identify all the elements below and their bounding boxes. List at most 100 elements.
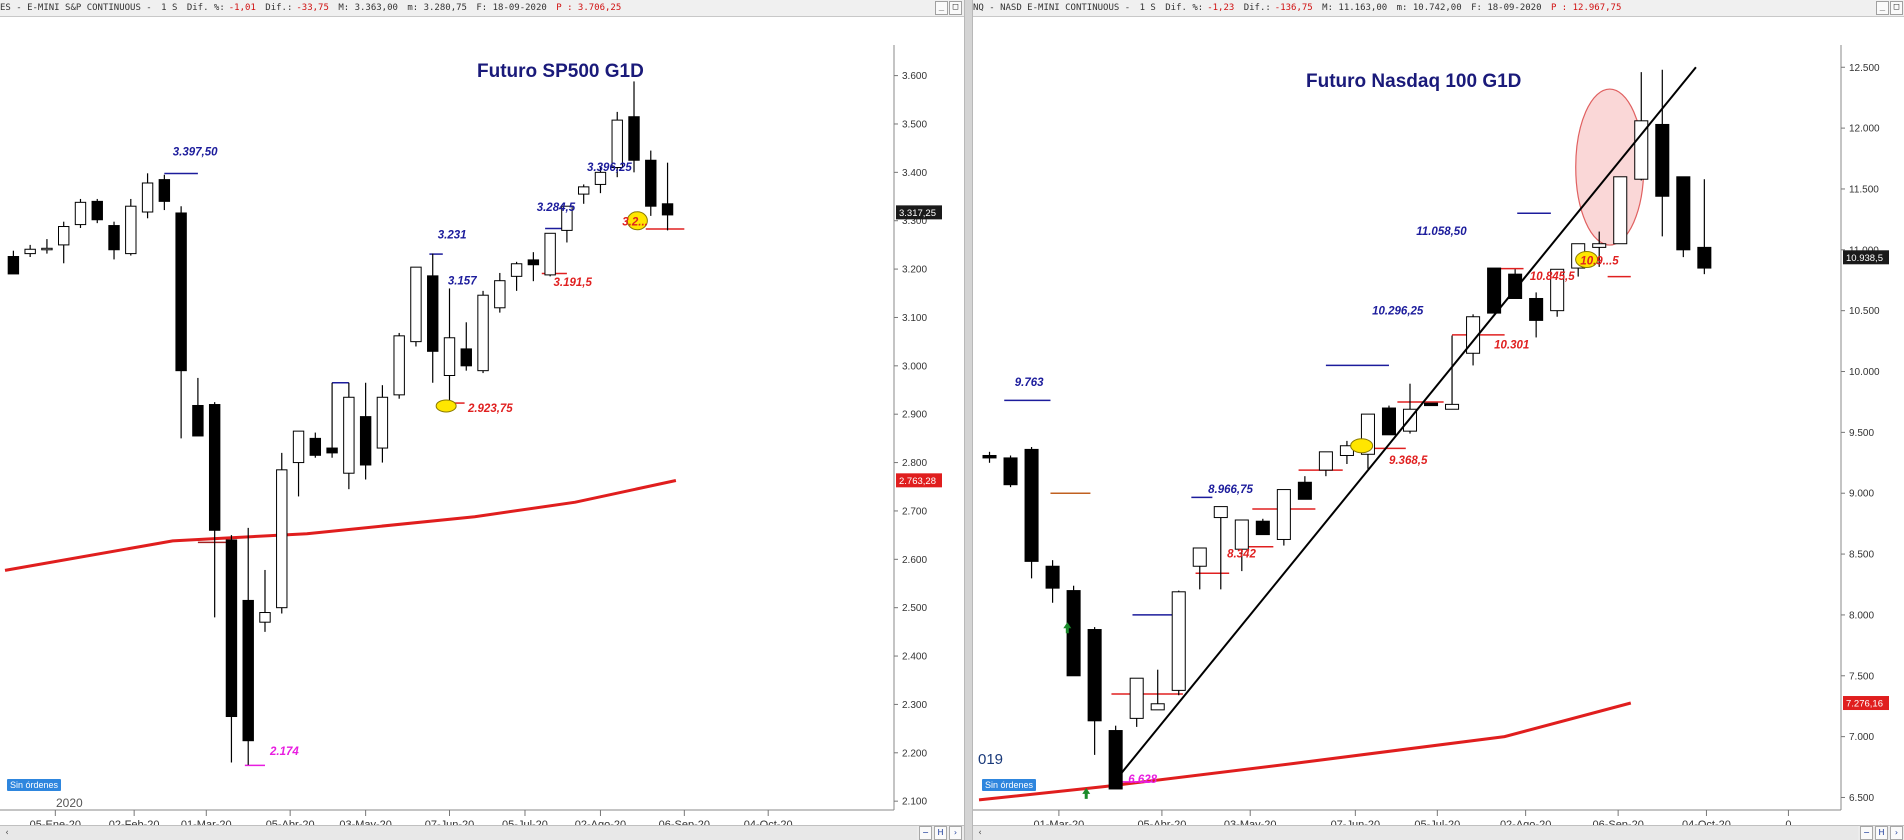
chart-header: ES - E-MINI S&P CONTINUOUS - 1 S Dif. %:… <box>0 0 964 17</box>
candle-down <box>1655 123 1670 197</box>
price-annotation: 8.342 <box>1227 549 1256 561</box>
candle-up <box>611 119 623 169</box>
price-tag-label: 2.763,28 <box>899 476 936 487</box>
sp500-candlestick-chart[interactable]: 2.100 2.200 2.300 2.400 2.500 2.600 2.700 2.800… <box>0 0 964 840</box>
price-tag-label: 10.938,5 <box>1846 253 1883 264</box>
chart-title: Futuro Nasdaq 100 G1D <box>1306 71 1521 92</box>
maximize-button[interactable]: □ <box>1890 1 1903 15</box>
date-value: F: 18-09-2020 <box>1471 3 1542 13</box>
y-tick-label: 7.000 <box>1849 732 1874 743</box>
symbol-label: NQ - NASD E-MINI CONTINUOUS - <box>973 3 1131 13</box>
zoom-out-icon[interactable]: − <box>919 826 932 840</box>
price-annotation: 3.191,5 <box>553 277 592 289</box>
price-tag-label: 3.317,25 <box>899 208 936 219</box>
y-tick-label: 2.100 <box>902 797 927 808</box>
price-annotation: 3.396,25 <box>587 162 632 174</box>
candle-down <box>1424 402 1439 407</box>
chart-corner-tools: − H › <box>1858 826 1904 840</box>
maximize-button[interactable]: □ <box>949 1 962 15</box>
dif-pct-value: -1,01 <box>228 3 256 13</box>
orders-button[interactable]: Sin órdenes <box>982 779 1037 791</box>
candle-down <box>460 348 472 367</box>
candle-down <box>225 539 238 718</box>
candle-up <box>510 263 523 277</box>
price-annotation: 6.628 <box>1128 774 1157 786</box>
chart-title: Futuro SP500 G1D <box>477 61 644 82</box>
scroll-right-icon[interactable]: › <box>1890 826 1903 840</box>
candle-up <box>1276 489 1291 540</box>
max-value: M: 11.163,00 <box>1322 3 1388 13</box>
candle-up <box>477 294 489 372</box>
year-label: 2020 <box>56 796 83 810</box>
candle-down <box>645 159 657 207</box>
horizontal-scrollbar[interactable]: ‹ <box>973 825 1904 840</box>
y-tick-label: 12.500 <box>1849 63 1880 74</box>
y-tick-label: 2.500 <box>902 603 927 614</box>
horizontal-scrollbar[interactable]: ‹ <box>0 825 964 840</box>
zoom-in-icon[interactable]: H <box>934 826 947 840</box>
candle-up <box>577 186 590 195</box>
price-tag-label: 7.276,16 <box>1846 699 1883 710</box>
candle-down <box>309 437 322 456</box>
candle-up <box>1171 591 1186 691</box>
y-tick-label: 2.600 <box>902 555 927 566</box>
scroll-right-icon[interactable]: › <box>949 826 962 840</box>
symbol-label: ES - E-MINI S&P CONTINUOUS - <box>0 3 152 13</box>
candle-down <box>1108 730 1123 790</box>
y-tick-label: 8.000 <box>1849 610 1874 621</box>
date-value: F: 18-09-2020 <box>476 3 547 13</box>
y-tick-label: 6.500 <box>1849 793 1874 804</box>
y-tick-label: 3.500 <box>902 119 927 130</box>
price-annotation: 10.9...5 <box>1580 255 1619 267</box>
scroll-left-arrow-icon[interactable]: ‹ <box>5 828 9 838</box>
orders-button[interactable]: Sin órdenes <box>7 779 62 791</box>
highlight-pink-ellipse <box>1575 88 1645 246</box>
candle-down <box>1066 590 1081 677</box>
price-tag-bg <box>896 205 942 220</box>
minimize-button[interactable]: _ <box>935 1 948 15</box>
scroll-left-arrow-icon[interactable]: ‹ <box>978 828 982 838</box>
period-label: 1 S <box>161 3 178 13</box>
nasdaq-chart-panel: NQ - NASD E-MINI CONTINUOUS - 1 S Dif. %… <box>972 0 1904 840</box>
candle-up <box>494 280 506 309</box>
y-tick-label: 12.000 <box>1849 124 1880 135</box>
nasdaq-candlestick-chart[interactable]: 6.500 7.000 7.500 8.000 8.500 9.000 9.500 10.00… <box>973 0 1904 840</box>
candle-up <box>41 247 53 251</box>
candle-up <box>1634 120 1649 180</box>
zoom-in-icon[interactable]: H <box>1875 826 1888 840</box>
chart-corner-tools: − H › <box>917 826 964 840</box>
price-annotation: 3.2... <box>622 217 648 229</box>
candle-down <box>1297 481 1312 500</box>
y-tick-label: 3.200 <box>902 265 927 276</box>
candle-down <box>628 116 640 161</box>
price-value: P : 3.706,25 <box>556 3 622 13</box>
price-annotation: 3.284,5 <box>537 202 576 214</box>
chart-header: NQ - NASD E-MINI CONTINUOUS - 1 S Dif. %… <box>973 0 1904 17</box>
candle-down <box>1487 267 1502 314</box>
candle-down <box>1003 457 1018 486</box>
candle-up <box>1550 268 1565 312</box>
y-tick-label: 9.500 <box>1849 428 1874 439</box>
candle-up <box>1592 243 1607 248</box>
max-value: M: 3.363,00 <box>338 3 398 13</box>
candle-down <box>7 256 20 275</box>
price-annotation: 10.296,25 <box>1372 305 1424 317</box>
candle-up <box>141 182 154 213</box>
candle-down <box>1676 176 1691 251</box>
year-label: 019 <box>978 751 1003 768</box>
moving-average-line <box>978 701 1632 802</box>
dif-value: -33,75 <box>296 3 329 13</box>
candle-up <box>1192 547 1207 567</box>
zoom-out-icon[interactable]: − <box>1860 826 1873 840</box>
min-value: m: 10.742,00 <box>1396 3 1462 13</box>
candle-down <box>427 275 439 352</box>
candle-up <box>1318 451 1333 471</box>
dif-value: -136,75 <box>1274 3 1313 13</box>
y-tick-label: 9.000 <box>1849 489 1874 500</box>
price-value: P : 12.967,75 <box>1550 3 1622 13</box>
up-arrow-icon <box>1082 787 1091 799</box>
y-tick-label: 3.600 <box>902 71 927 82</box>
sp500-chart-panel: ES - E-MINI S&P CONTINUOUS - 1 S Dif. %:… <box>0 0 965 840</box>
minimize-button[interactable]: _ <box>1876 1 1889 15</box>
panel-divider[interactable] <box>964 0 972 840</box>
